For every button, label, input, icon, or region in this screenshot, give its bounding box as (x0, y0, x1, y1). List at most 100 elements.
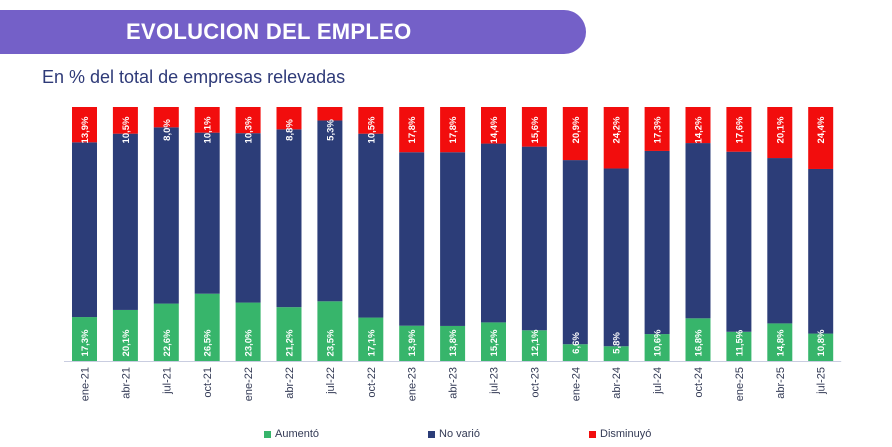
legend-swatch-no-vario (428, 430, 435, 438)
x-tick-label: jul-24 (652, 367, 664, 395)
data-label-aumento: 21,2% (285, 329, 296, 356)
bar-no-vario (726, 151, 752, 332)
bar-disminuyo (440, 107, 466, 153)
bar-disminuyo (72, 107, 97, 143)
legend-swatch-disminuyo (589, 430, 596, 438)
x-tick-label: oct-21 (202, 367, 214, 398)
bar-disminuyo (603, 107, 629, 169)
x-tick-label: ene-25 (734, 367, 746, 401)
x-tick-label: jul-23 (489, 367, 501, 395)
bar-aumento (644, 334, 670, 361)
data-label-disminuyo: 10,5% (366, 116, 377, 143)
legend-label-no-vario: No varió (439, 428, 480, 440)
bar-no-vario (440, 152, 466, 326)
bar-aumento (562, 344, 588, 361)
chart-subtitle: En % del total de empresas relevadas (42, 67, 346, 87)
bar-disminuyo (767, 107, 793, 159)
bar-aumento (276, 307, 302, 361)
data-label-aumento: 22,6% (162, 329, 173, 356)
data-label-aumento: 17,3% (80, 329, 91, 356)
data-label-aumento: 13,9% (407, 329, 418, 356)
x-tick-label: oct-23 (529, 367, 541, 398)
bar-disminuyo (317, 107, 343, 121)
data-label-aumento: 6,6% (571, 332, 582, 354)
data-label-aumento: 13,8% (448, 329, 459, 356)
bar-disminuyo (358, 107, 384, 134)
data-label-aumento: 11,5% (734, 329, 745, 356)
bar-no-vario (644, 150, 670, 335)
bar-disminuyo (153, 107, 179, 128)
bar-no-vario (685, 143, 711, 319)
data-label-disminuyo: 14,2% (694, 116, 705, 143)
data-label-disminuyo: 20,9% (571, 116, 582, 143)
bar-aumento (726, 331, 752, 361)
title-banner (0, 10, 586, 54)
x-tick-label: abr-24 (611, 367, 623, 399)
bar-aumento (440, 325, 466, 361)
bar-disminuyo (112, 107, 138, 134)
data-label-aumento: 12,1% (530, 329, 541, 356)
bar-aumento (235, 302, 261, 361)
data-label-aumento: 14,8% (775, 329, 786, 356)
data-label-aumento: 26,5% (203, 329, 214, 356)
x-tick-label: jul-21 (161, 367, 173, 395)
x-tick-label: jul-25 (816, 367, 828, 395)
bar-aumento (603, 346, 629, 361)
x-tick-label: abr-23 (448, 367, 460, 399)
bar-no-vario (112, 133, 138, 310)
bar-aumento (767, 323, 793, 361)
bar-disminuyo (481, 107, 506, 144)
data-label-disminuyo: 15,6% (530, 116, 541, 143)
bar-aumento (399, 325, 425, 361)
bar-no-vario (481, 143, 506, 323)
bar-disminuyo (644, 107, 670, 151)
bar-aumento (153, 303, 179, 361)
bar-disminuyo (235, 107, 261, 134)
data-label-disminuyo: 17,8% (407, 116, 418, 143)
bar-aumento (481, 322, 506, 361)
data-label-disminuyo: 17,8% (448, 116, 459, 143)
bar-disminuyo (726, 107, 752, 152)
bar-no-vario (808, 168, 834, 334)
data-label-disminuyo: 14,4% (489, 116, 500, 143)
x-tick-label: ene-23 (407, 367, 419, 401)
x-tick-label: ene-21 (80, 367, 92, 401)
bar-no-vario (276, 129, 302, 308)
bar-no-vario (358, 133, 384, 318)
data-label-disminuyo: 10,1% (203, 116, 214, 143)
data-label-aumento: 17,1% (366, 329, 377, 356)
data-label-aumento: 10,8% (816, 329, 827, 356)
data-label-aumento: 23,5% (325, 329, 336, 356)
bar-no-vario (153, 127, 179, 304)
bar-no-vario (235, 133, 261, 303)
data-label-disminuyo: 8,8% (285, 119, 296, 141)
bar-aumento (358, 317, 384, 361)
data-label-disminuyo: 5,3% (325, 119, 336, 141)
data-label-aumento: 23,0% (244, 329, 255, 356)
data-label-disminuyo: 8,0% (162, 119, 173, 141)
bar-no-vario (317, 120, 343, 302)
data-label-disminuyo: 24,4% (816, 116, 827, 143)
bar-disminuyo (685, 107, 711, 144)
data-label-aumento: 10,6% (653, 329, 664, 356)
bar-aumento (685, 318, 711, 361)
data-label-aumento: 16,8% (694, 329, 705, 356)
data-label-aumento: 5,8% (612, 332, 623, 354)
data-label-disminuyo: 17,3% (653, 116, 664, 143)
data-label-disminuyo: 10,3% (244, 116, 255, 143)
data-label-disminuyo: 20,1% (775, 116, 786, 143)
x-tick-label: abr-21 (120, 367, 132, 399)
bar-no-vario (767, 158, 793, 324)
bar-aumento (317, 301, 343, 361)
bar-no-vario (521, 146, 547, 331)
legend-swatch-aumento (264, 430, 271, 438)
bar-disminuyo (194, 107, 220, 133)
bar-aumento (521, 330, 547, 361)
bar-disminuyo (399, 107, 425, 153)
data-label-disminuyo: 10,5% (121, 116, 132, 143)
x-tick-label: abr-25 (775, 367, 787, 399)
data-label-disminuyo: 17,6% (734, 116, 745, 143)
data-label-aumento: 15,2% (489, 329, 500, 356)
data-label-disminuyo: 24,2% (612, 116, 623, 143)
